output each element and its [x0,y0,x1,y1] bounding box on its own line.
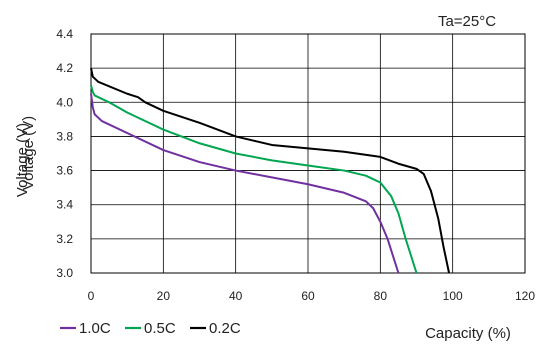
y-tick-label: 3.0 [56,266,73,280]
y-axis-label-group: Voltage (V) [14,123,31,197]
legend-label: 1.0C [79,320,111,337]
x-tick-label: 120 [515,289,535,303]
series-line-0.5C [90,84,418,274]
legend-label: 0.2C [209,320,241,337]
y-tick-labels: 3.0 3.2 3.4 3.6 3.8 4.0 4.2 4.4 [56,27,73,280]
grid [90,33,526,274]
y-axis-label-overlay: Voltage (V) [20,116,37,190]
series-group [90,67,451,274]
y-axis-label-overlay-group: Voltage (V) [20,116,37,190]
legend-label: 0.5C [144,320,176,337]
x-axis-label: Capacity (%) [425,325,511,342]
x-tick-label: 80 [374,289,388,303]
y-tick-label: 4.0 [56,95,73,109]
y-tick-label: 3.8 [56,129,73,143]
plot-frame [90,33,526,274]
temperature-annotation: Ta=25°C [438,13,496,30]
y-tick-label: 3.6 [56,164,73,178]
y-tick-label: 4.4 [56,27,73,41]
y-tick-label: 3.2 [56,232,73,246]
x-tick-label: 20 [157,289,171,303]
y-tick-label: 4.2 [56,61,73,75]
legend: 1.0C 0.5C 0.2C [60,320,241,337]
x-tick-label: 60 [301,289,315,303]
series-line-1.0C [90,93,400,274]
y-axis-label: Voltage (V) [14,123,31,197]
x-tick-labels: 0 20 40 60 80 100 120 [88,289,536,303]
x-tick-label: 40 [229,289,243,303]
y-tick-label: 3.4 [56,198,73,212]
series-line-0.2C [90,67,451,274]
x-tick-label: 100 [443,289,463,303]
x-tick-label: 0 [88,289,95,303]
